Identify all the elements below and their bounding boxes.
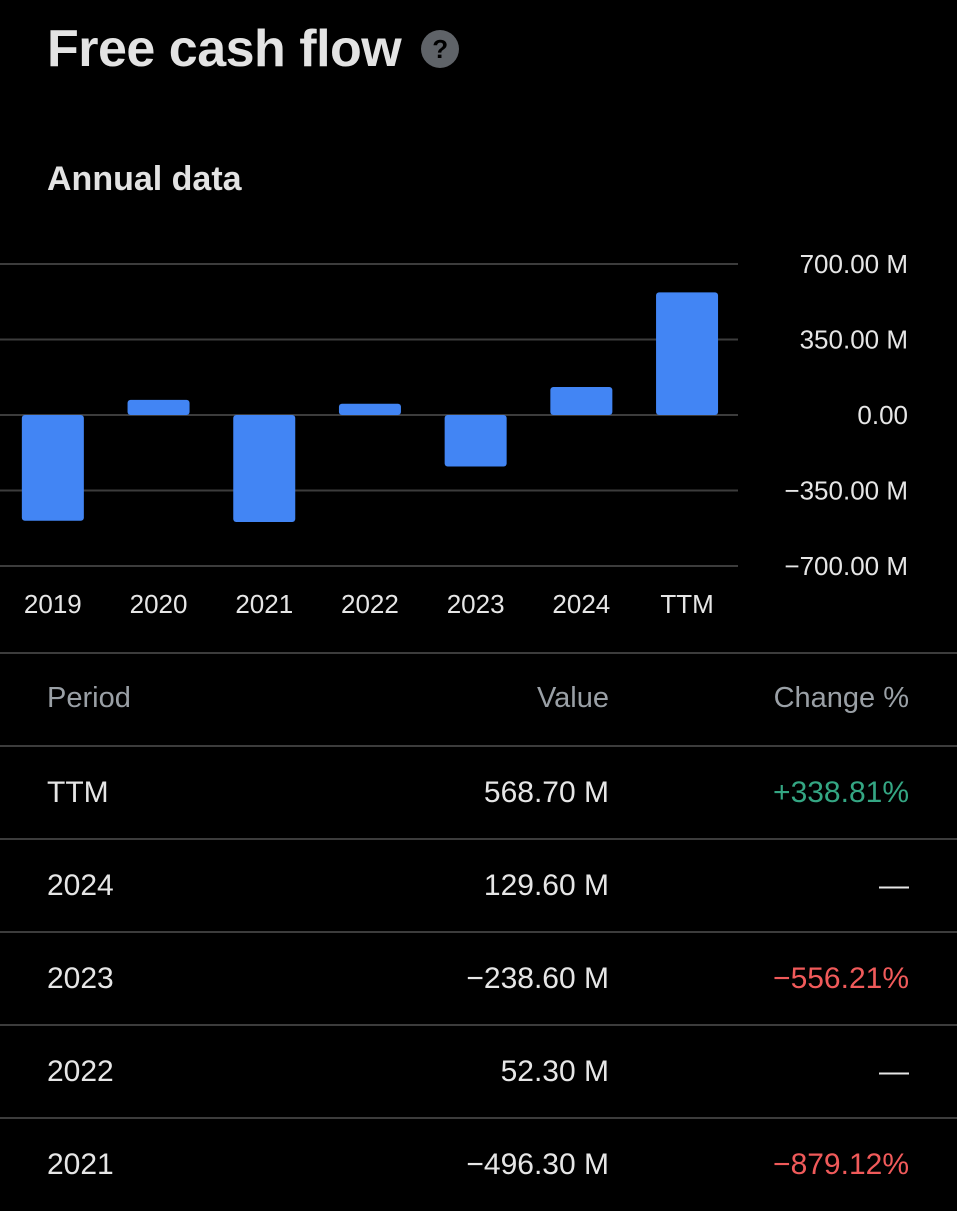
bar-2024[interactable] (550, 387, 613, 415)
section-title: Annual data (47, 160, 242, 198)
row-value: −238.60 M (466, 962, 609, 995)
row-divider (0, 838, 957, 840)
y-tick-label: −700.00 M (784, 551, 908, 581)
x-category-label: 2021 (235, 589, 293, 619)
bar-2022[interactable] (338, 403, 401, 415)
row-divider (0, 1024, 957, 1026)
row-period: 2021 (47, 1148, 114, 1181)
row-period: TTM (47, 776, 109, 809)
y-tick-label: −350.00 M (784, 476, 908, 506)
row-change: −556.21% (773, 962, 909, 995)
row-divider (0, 1117, 957, 1119)
row-change: — (879, 1055, 909, 1088)
bar-2019[interactable] (21, 415, 84, 521)
page-title: Free cash flow (47, 20, 402, 78)
row-change: — (879, 869, 909, 902)
x-category-label: TTM (660, 589, 713, 619)
x-category-label: 2020 (130, 589, 188, 619)
table-row[interactable]: 2022 52.30 M — (0, 1026, 957, 1118)
table-row[interactable]: TTM 568.70 M +338.81% (0, 747, 957, 839)
chart-table-divider (0, 652, 957, 654)
help-icon[interactable]: ? (421, 30, 460, 68)
x-category-label: 2024 (552, 589, 610, 619)
row-period: 2024 (47, 869, 114, 902)
x-category-label: 2022 (341, 589, 399, 619)
table-row[interactable]: 2024 129.60 M — (0, 840, 957, 932)
table-row[interactable]: 2023 −238.60 M −556.21% (0, 933, 957, 1025)
row-value: 52.30 M (500, 1055, 609, 1088)
header-period: Period (47, 682, 131, 714)
x-category-label: 2019 (24, 589, 82, 619)
row-divider (0, 745, 957, 747)
row-change: +338.81% (773, 776, 909, 809)
table-row[interactable]: 2021 −496.30 M −879.12% (0, 1119, 957, 1211)
row-divider (0, 931, 957, 933)
row-period: 2023 (47, 962, 114, 995)
bar-ttm[interactable] (656, 292, 719, 415)
title-row: Free cash flow ? (47, 14, 460, 84)
bar-2021[interactable] (233, 415, 296, 523)
bar-2023[interactable] (444, 415, 507, 467)
table-header-row: Period Value Change % (0, 652, 957, 744)
x-category-label: 2023 (447, 589, 505, 619)
header-change: Change % (773, 682, 909, 714)
bar-2020[interactable] (127, 399, 190, 415)
row-value: −496.30 M (466, 1148, 609, 1181)
row-change: −879.12% (773, 1148, 909, 1181)
header-value: Value (536, 682, 609, 714)
y-tick-label: 350.00 M (800, 325, 908, 355)
free-cash-flow-chart: 700.00 M 350.00 M 0.00 −350.00 M −700.00 M 20… (0, 249, 908, 619)
row-value: 129.60 M (483, 869, 609, 902)
y-tick-label: 0.00 (857, 400, 908, 430)
y-tick-label: 700.00 M (800, 249, 908, 279)
row-period: 2022 (47, 1055, 114, 1088)
row-value: 568.70 M (483, 776, 609, 809)
